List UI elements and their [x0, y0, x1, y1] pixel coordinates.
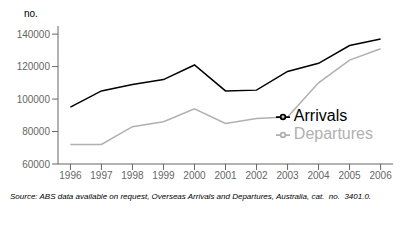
svg-text:1996: 1996	[59, 170, 82, 181]
svg-text:2003: 2003	[276, 170, 299, 181]
svg-text:120000: 120000	[17, 61, 51, 72]
svg-text:2005: 2005	[338, 170, 361, 181]
svg-text:2004: 2004	[307, 170, 330, 181]
html-text:no.: no.	[24, 8, 38, 19]
svg-text:1999: 1999	[152, 170, 175, 181]
svg-text:100000: 100000	[17, 94, 51, 105]
svg-text:140000: 140000	[17, 29, 51, 40]
svg-text:2006: 2006	[369, 170, 392, 181]
svg-text:1998: 1998	[121, 170, 144, 181]
html-text:Departures: Departures	[293, 125, 373, 142]
svg-text:1997: 1997	[90, 170, 113, 181]
svg-text:2000: 2000	[183, 170, 206, 181]
html-text:Arrivals: Arrivals	[293, 107, 348, 124]
svg-text:80000: 80000	[22, 126, 50, 137]
svg-text:60000: 60000	[22, 159, 50, 170]
html-text:Source: ABS data available on: Source: ABS data available on request, O…	[10, 192, 372, 201]
svg-text:2002: 2002	[245, 170, 268, 181]
svg-text:2001: 2001	[214, 170, 237, 181]
